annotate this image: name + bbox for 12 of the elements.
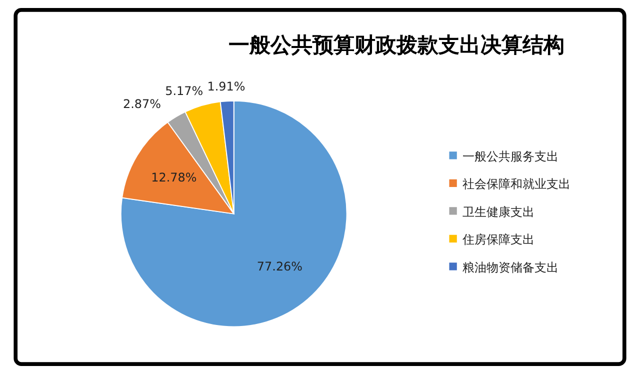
legend-label: 社会保障和就业支出 bbox=[462, 177, 571, 192]
legend-label: 住房保障支出 bbox=[462, 232, 535, 247]
data-label: 12.78% bbox=[151, 170, 197, 185]
chart-title: 一般公共预算财政拨款支出决算结构 bbox=[228, 32, 565, 58]
data-label: 2.87% bbox=[122, 97, 161, 112]
data-label: 5.17% bbox=[165, 84, 204, 98]
legend-label: 一般公共服务支出 bbox=[462, 149, 559, 164]
legend-label: 粮油物资储备支出 bbox=[462, 260, 559, 274]
data-label: 1.91% bbox=[207, 79, 246, 94]
pie-slice bbox=[120, 100, 348, 328]
legend-label: 卫生健康支出 bbox=[462, 204, 535, 219]
data-label: 77.26% bbox=[256, 260, 303, 274]
